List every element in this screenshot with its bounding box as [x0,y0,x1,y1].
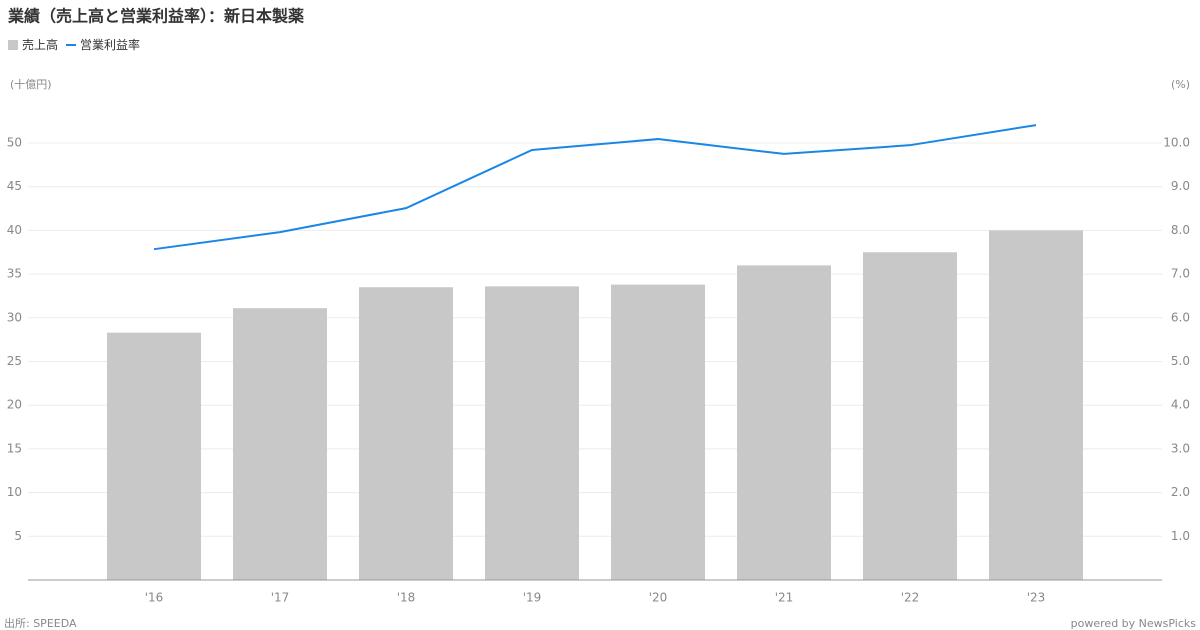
x-tick-label: '16 [145,591,164,605]
x-tick-label: '23 [1027,591,1046,605]
y2-tick-label: 5.0 [1171,354,1190,368]
y-tick-label: 10 [7,485,22,499]
bar [611,284,705,580]
y-tick-label: 20 [7,398,22,412]
y-tick-label: 5 [14,529,22,543]
credit: powered by NewsPicks [1071,617,1197,630]
y2-tick-label: 6.0 [1171,310,1190,324]
x-tick-label: '18 [397,591,416,605]
bar [863,252,957,580]
legend-label: 売上高 [22,37,58,52]
x-tick-label: '20 [649,591,668,605]
y2-axis-unit: (%) [1171,78,1190,91]
legend-swatch [8,40,18,50]
source: 出所: SPEEDA [4,616,77,630]
x-tick-label: '21 [775,591,794,605]
y-tick-label: 40 [7,223,22,237]
y-tick-label: 30 [7,310,22,324]
bar [485,286,579,580]
y-tick-label: 25 [7,354,22,368]
y-tick-label: 50 [7,136,22,150]
y2-tick-label: 9.0 [1171,179,1190,193]
y2-tick-label: 8.0 [1171,223,1190,237]
y-tick-label: 45 [7,179,22,193]
y-tick-label: 35 [7,267,22,281]
x-tick-label: '17 [271,591,290,605]
x-tick-label: '19 [523,591,542,605]
line [153,124,1037,251]
y2-tick-label: 7.0 [1171,267,1190,281]
bar [107,332,201,580]
x-tick-label: '22 [901,591,920,605]
y2-tick-label: 2.0 [1171,485,1190,499]
y2-tick-label: 10.0 [1163,136,1190,150]
bar [989,230,1083,580]
bar [737,265,831,580]
chart-title: 業績（売上高と営業利益率）：新日本製薬 [7,7,305,26]
y2-tick-label: 3.0 [1171,441,1190,455]
y-axis-unit: (十億円) [10,77,52,91]
bar [359,287,453,580]
y2-tick-label: 1.0 [1171,529,1190,543]
y-tick-label: 15 [7,441,22,455]
y2-tick-label: 4.0 [1171,398,1190,412]
bar [233,308,327,580]
legend-label: 営業利益率 [80,37,140,52]
